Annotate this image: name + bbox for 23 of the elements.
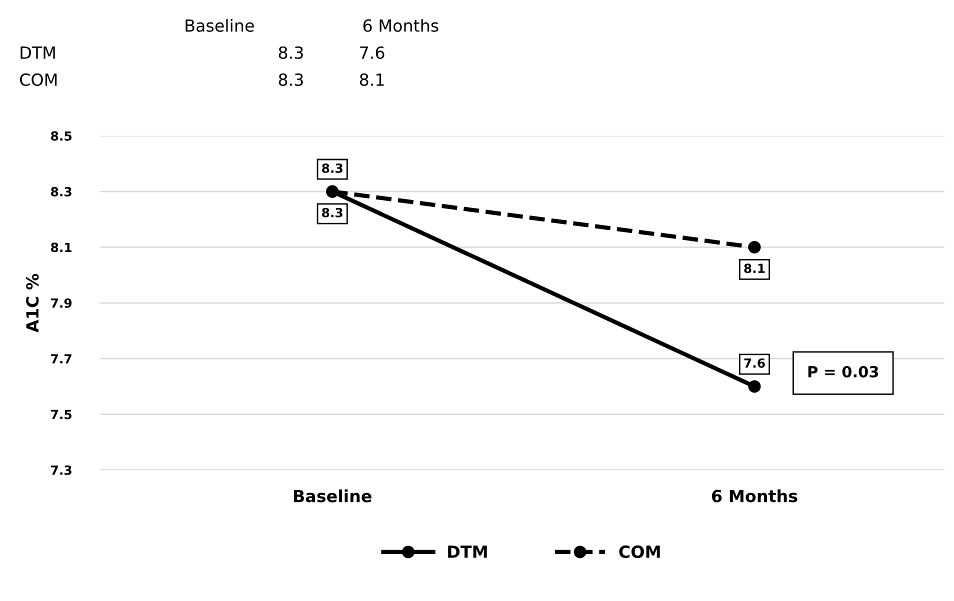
text: 7.6 xyxy=(360,46,384,59)
y-tick-label: 7.3 xyxy=(51,465,72,475)
y-tick-label: 7.9 xyxy=(51,298,72,308)
data-label: 8.3 xyxy=(322,163,342,173)
text: DTM xyxy=(20,46,55,59)
y-tick-label: 7.5 xyxy=(51,410,72,420)
y-axis-title: A1C % xyxy=(26,274,39,332)
text: 8.3 xyxy=(278,46,303,59)
data-label: 7.6 xyxy=(744,358,765,368)
legend-label: DTM xyxy=(448,546,487,558)
legend-label: COM xyxy=(619,545,660,558)
data-label: 8.3 xyxy=(322,208,342,218)
data-label: 8.1 xyxy=(744,264,765,274)
annotation: P = 0.03 xyxy=(808,366,878,378)
text: 8.1 xyxy=(360,73,384,86)
category-label: Baseline xyxy=(186,18,254,32)
y-tick-label: 8.3 xyxy=(51,186,72,196)
y-tick-label: 7.7 xyxy=(51,354,72,364)
text: 8.3 xyxy=(278,73,303,86)
text: COM xyxy=(20,73,57,86)
category-label: 6 Months xyxy=(363,18,438,32)
y-tick-label: 8.1 xyxy=(51,242,72,252)
y-tick-label: 8.5 xyxy=(51,131,72,141)
